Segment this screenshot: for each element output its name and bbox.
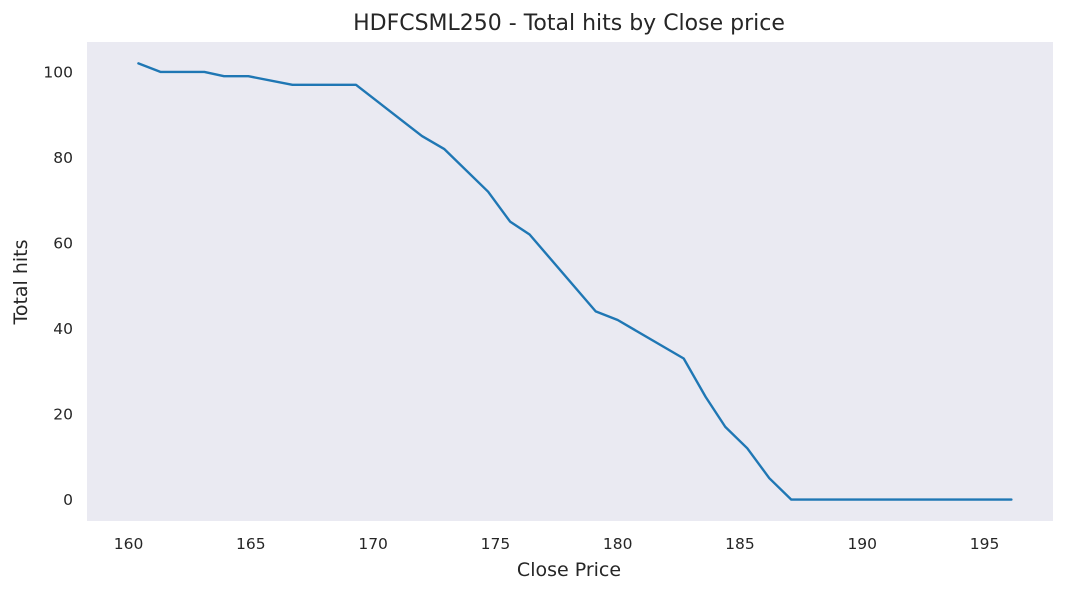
x-axis-label: Close Price [517,559,621,581]
y-tick-label: 0 [63,491,73,509]
y-tick-label: 100 [43,63,73,81]
series-layer [137,62,1013,501]
x-tick-label: 175 [481,535,511,553]
y-axis-label: Total hits [10,239,32,325]
x-tick-label: 165 [236,535,266,553]
y-tick-label: 80 [53,149,73,167]
chart-title: HDFCSML250 - Total hits by Close price [353,11,785,36]
y-tick-label: 60 [53,235,73,253]
series-line [137,62,1013,501]
x-tick-label: 170 [358,535,388,553]
x-tick-label: 190 [847,535,877,553]
x-axis: 160 165 170 175 180 185 190 195 [114,535,1000,553]
x-tick-label: 185 [725,535,755,553]
x-tick-label: 160 [114,535,144,553]
x-tick-label: 195 [970,535,1000,553]
y-tick-label: 20 [53,406,73,424]
y-axis: 0 20 40 60 80 100 [43,63,73,509]
x-tick-label: 180 [603,535,633,553]
y-tick-label: 40 [53,320,73,338]
